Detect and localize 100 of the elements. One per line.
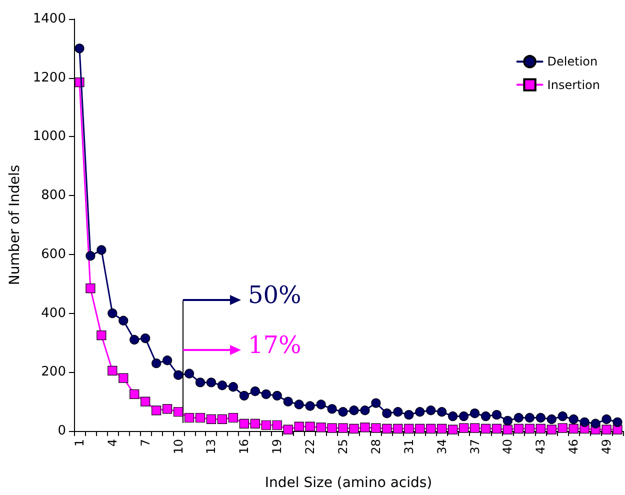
- point: [217, 414, 228, 424]
- point: [118, 373, 128, 383]
- point: [458, 411, 469, 422]
- point: [393, 424, 403, 434]
- x-tick-label: 34: [434, 439, 449, 454]
- x-tick-label: 37: [468, 439, 482, 454]
- point: [470, 423, 480, 433]
- point: [173, 407, 184, 417]
- x-tick-label: 7: [138, 439, 152, 447]
- point: [96, 330, 106, 340]
- point: [371, 423, 381, 433]
- x-tick-label: 10: [171, 439, 186, 454]
- y-tick-label: 600: [41, 246, 66, 262]
- point: [458, 423, 469, 433]
- point: [228, 412, 238, 423]
- point: [524, 412, 534, 423]
- point: [228, 382, 238, 392]
- point: [349, 424, 359, 434]
- point: [316, 422, 326, 432]
- point: [502, 424, 513, 434]
- point: [514, 412, 524, 423]
- point: [437, 424, 447, 434]
- point: [393, 407, 403, 417]
- point: [96, 245, 106, 255]
- point: [426, 406, 436, 416]
- point: [316, 400, 326, 410]
- point: [152, 406, 162, 416]
- y-tick-label: 800: [41, 188, 66, 204]
- x-tick-label: 16: [237, 439, 252, 454]
- y-tick-label: 1400: [32, 12, 66, 26]
- point: [360, 422, 370, 432]
- point: [206, 378, 216, 388]
- point: [426, 424, 436, 434]
- point: [338, 423, 348, 433]
- point: [480, 411, 491, 422]
- point: [195, 378, 206, 388]
- point: [492, 424, 502, 434]
- point: [130, 389, 140, 400]
- point: [536, 424, 546, 434]
- x-tick-label: 13: [204, 439, 218, 454]
- legend-label: Deletion: [547, 54, 598, 69]
- x-tick-label: 31: [402, 439, 416, 454]
- point: [305, 422, 315, 432]
- point: [602, 424, 612, 434]
- point: [272, 390, 282, 400]
- x-tick-label: 22: [303, 439, 318, 454]
- point: [294, 400, 304, 410]
- y-tick-label: 200: [41, 364, 66, 380]
- point: [217, 380, 228, 390]
- point: [162, 404, 172, 414]
- x-tick-label: 49: [600, 439, 614, 454]
- point: [480, 424, 491, 434]
- point: [492, 410, 502, 420]
- point: [130, 334, 140, 345]
- legend-label: Insertion: [547, 78, 600, 92]
- x-tick-label: 19: [270, 439, 284, 454]
- point: [184, 412, 194, 423]
- point: [239, 418, 249, 428]
- x-tick-label: 46: [566, 439, 581, 454]
- point: [514, 424, 524, 434]
- point: [404, 424, 414, 434]
- point: [305, 401, 315, 411]
- point: [239, 390, 249, 400]
- point: [261, 420, 271, 430]
- point: [174, 370, 184, 380]
- point: [140, 334, 150, 344]
- point: [404, 410, 414, 420]
- y-tick-label: 1000: [32, 129, 66, 144]
- point: [327, 423, 337, 433]
- point: [536, 412, 546, 423]
- point: [546, 424, 556, 434]
- point: [371, 398, 381, 408]
- point: [250, 418, 260, 428]
- x-tick-label: 40: [500, 439, 515, 454]
- point: [86, 251, 96, 261]
- y-tick-label: 400: [41, 306, 66, 321]
- annotation: 50%: [248, 281, 302, 309]
- point: [568, 414, 578, 424]
- point: [261, 389, 271, 400]
- annotation: 17%: [248, 331, 302, 359]
- x-tick-label: 4: [105, 439, 120, 447]
- x-tick-label: 43: [534, 439, 548, 454]
- point: [590, 418, 600, 428]
- point: [294, 422, 304, 432]
- point: [152, 358, 162, 368]
- point: [118, 316, 128, 326]
- x-tick-label: 28: [368, 439, 383, 454]
- point: [108, 308, 118, 318]
- point: [86, 283, 96, 294]
- point: [327, 404, 337, 414]
- point: [415, 424, 425, 434]
- point: [448, 424, 458, 434]
- y-tick-label: 0: [58, 424, 66, 438]
- point: [612, 417, 622, 427]
- point: [360, 406, 370, 416]
- point: [546, 414, 556, 424]
- x-axis-title: Indel Size (amino acids): [264, 475, 432, 491]
- point: [568, 424, 578, 434]
- y-tick-label: 1200: [32, 70, 66, 86]
- point: [108, 366, 118, 376]
